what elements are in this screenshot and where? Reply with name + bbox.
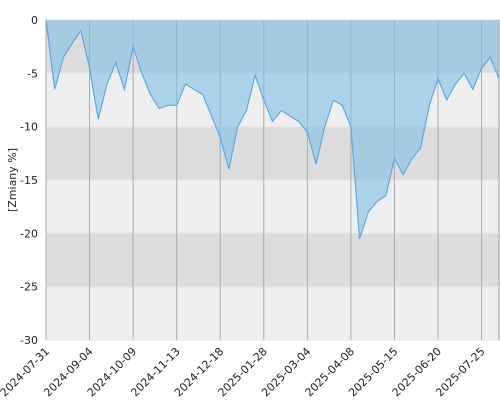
band: [46, 286, 499, 340]
line: [45, 19, 500, 239]
y-tick-label: 0: [31, 14, 38, 27]
band: [46, 233, 499, 287]
band: [46, 180, 499, 234]
band: [46, 126, 499, 180]
y-tick-label: -5: [27, 67, 38, 80]
y-tick-label: -25: [20, 281, 38, 294]
y-tick-label: -10: [20, 121, 38, 134]
y-tick-label: -30: [20, 334, 38, 347]
y-axis-label: [Zmiany %]: [6, 148, 19, 212]
y-tick-label: -15: [20, 174, 38, 187]
y-tick-label: -20: [20, 227, 38, 240]
area: [46, 20, 499, 239]
